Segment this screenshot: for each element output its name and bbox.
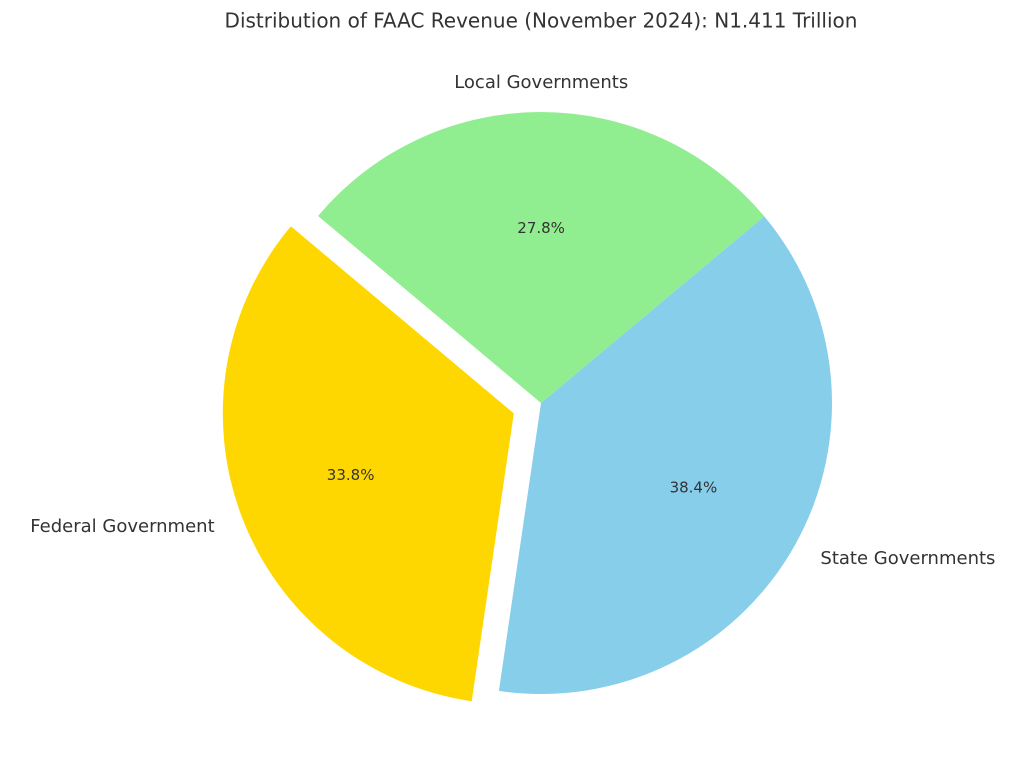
pie-slice: [498, 216, 832, 695]
slice-label: Local Governments: [454, 72, 628, 93]
pie-slice: [318, 112, 765, 403]
percent-label: 27.8%: [517, 219, 565, 237]
chart-title: Distribution of FAAC Revenue (November 2…: [225, 9, 858, 33]
slice-label: Federal Government: [30, 516, 214, 537]
pie-slice: [222, 226, 514, 702]
percent-label: 33.8%: [327, 466, 375, 484]
slice-label: State Governments: [820, 548, 995, 569]
percent-label: 38.4%: [670, 479, 718, 497]
